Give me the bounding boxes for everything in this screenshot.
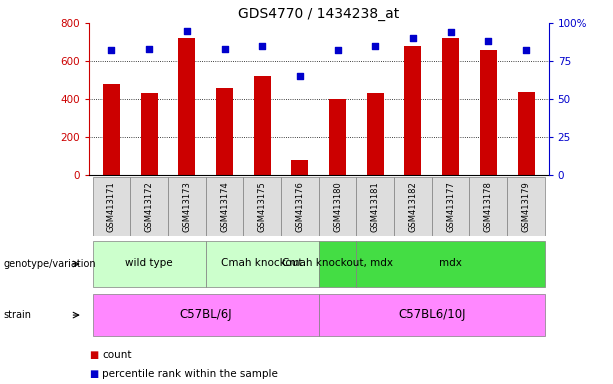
Bar <box>93 177 131 236</box>
Text: GSM413172: GSM413172 <box>145 181 154 232</box>
Text: C57BL6/10J: C57BL6/10J <box>398 308 465 321</box>
Bar <box>470 177 507 236</box>
Bar <box>216 88 233 175</box>
Point <box>370 43 380 49</box>
Text: C57BL/6J: C57BL/6J <box>180 308 232 321</box>
Bar <box>93 241 206 287</box>
Bar <box>243 177 281 236</box>
Text: GSM413171: GSM413171 <box>107 181 116 232</box>
Text: ■: ■ <box>89 350 98 360</box>
Point <box>333 47 343 53</box>
Text: Cmah knockout, mdx: Cmah knockout, mdx <box>282 258 393 268</box>
Bar <box>141 93 158 175</box>
Bar <box>254 76 271 175</box>
Bar <box>442 38 459 175</box>
Point <box>107 47 116 53</box>
Point <box>257 43 267 49</box>
Point <box>219 46 229 52</box>
Bar <box>329 99 346 175</box>
Text: GSM413175: GSM413175 <box>257 181 267 232</box>
Bar <box>281 177 319 236</box>
Bar <box>405 46 422 175</box>
Text: count: count <box>102 350 132 360</box>
Bar <box>480 50 497 175</box>
Bar <box>206 241 319 287</box>
Text: genotype/variation: genotype/variation <box>3 259 96 269</box>
Point <box>484 38 493 44</box>
Title: GDS4770 / 1434238_at: GDS4770 / 1434238_at <box>238 7 400 21</box>
Point <box>182 28 192 34</box>
Bar <box>168 177 206 236</box>
Text: GSM413176: GSM413176 <box>295 181 305 232</box>
Point <box>295 73 305 79</box>
Text: GSM413180: GSM413180 <box>333 181 342 232</box>
Point <box>446 29 455 35</box>
Point <box>521 47 531 53</box>
Bar <box>291 161 308 175</box>
Bar <box>517 92 535 175</box>
Bar <box>319 177 356 236</box>
Bar <box>206 177 243 236</box>
Bar <box>93 294 319 336</box>
Bar <box>319 241 356 287</box>
Text: GSM413181: GSM413181 <box>371 181 380 232</box>
Bar <box>131 177 168 236</box>
Bar <box>356 177 394 236</box>
Text: GSM413178: GSM413178 <box>484 181 493 232</box>
Text: ■: ■ <box>89 369 98 379</box>
Text: mdx: mdx <box>440 258 462 268</box>
Bar <box>103 84 120 175</box>
Bar <box>394 177 432 236</box>
Text: percentile rank within the sample: percentile rank within the sample <box>102 369 278 379</box>
Bar <box>178 38 196 175</box>
Text: GSM413182: GSM413182 <box>408 181 417 232</box>
Bar <box>356 241 545 287</box>
Bar <box>507 177 545 236</box>
Text: GSM413173: GSM413173 <box>182 181 191 232</box>
Point <box>144 46 154 52</box>
Text: wild type: wild type <box>126 258 173 268</box>
Text: GSM413174: GSM413174 <box>220 181 229 232</box>
Bar <box>367 93 384 175</box>
Point <box>408 35 418 41</box>
Bar <box>432 177 470 236</box>
Text: GSM413179: GSM413179 <box>522 181 530 232</box>
Text: Cmah knockout: Cmah knockout <box>221 258 303 268</box>
Bar <box>319 294 545 336</box>
Text: GSM413177: GSM413177 <box>446 181 455 232</box>
Text: strain: strain <box>3 310 31 320</box>
